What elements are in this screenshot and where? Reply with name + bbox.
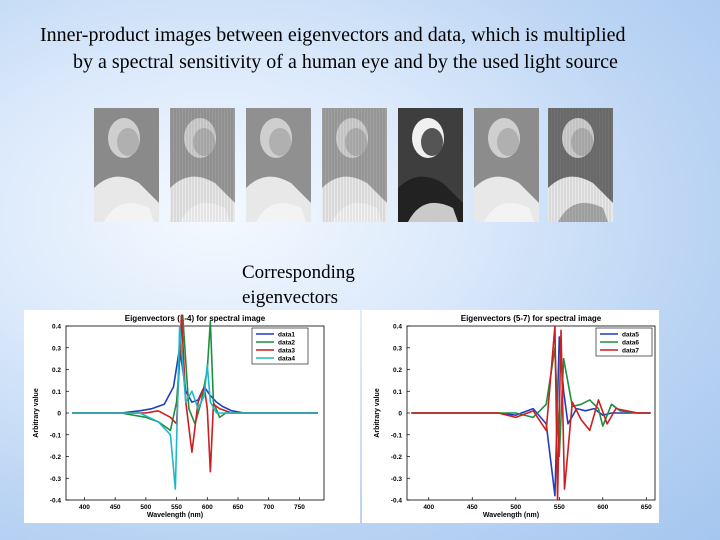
eigenvectors-1-4-chart: Eigenvectors (1-4) for spectral image -0.… xyxy=(24,310,360,523)
chart2-title: Eigenvectors (5-7) for spectral image xyxy=(461,314,602,323)
inner-product-image-4 xyxy=(322,108,387,222)
chart1-ytick-label: 0 xyxy=(57,411,61,418)
chart1-xtick-label: 600 xyxy=(202,504,213,511)
chart1-ytick-label: -0.2 xyxy=(50,454,62,461)
title-line-1: Inner-product images between eigenvector… xyxy=(40,24,626,46)
chart1-series-data3 xyxy=(72,314,318,473)
chart2-ylabel: Arbitrary value xyxy=(374,388,381,438)
inner-product-image-6 xyxy=(474,108,539,222)
chart2-xtick-label: 650 xyxy=(641,504,652,511)
chart1-xtick-label: 700 xyxy=(263,504,274,511)
chart2-ytick-label: 0.4 xyxy=(393,324,402,331)
chart1-xtick-label: 500 xyxy=(140,504,151,511)
chart2-xtick-label: 400 xyxy=(423,504,434,511)
eigenvector-caption: Corresponding eigenvectors xyxy=(242,260,355,310)
chart1-legend-label: data3 xyxy=(278,348,295,355)
chart2-series-data6 xyxy=(411,346,651,458)
chart2-ytick-label: 0.3 xyxy=(393,345,402,352)
chart2-legend-label: data5 xyxy=(622,332,639,339)
slide-title: Inner-product images between eigenvector… xyxy=(40,22,710,76)
chart1-series-data4 xyxy=(72,325,318,490)
caption-line-1: Corresponding xyxy=(242,262,355,283)
chart2-xlabel: Wavelength (nm) xyxy=(483,512,539,519)
chart1-ytick-label: 0.3 xyxy=(52,345,61,352)
chart2-ytick-label: -0.4 xyxy=(391,498,403,505)
chart2-ytick-label: -0.3 xyxy=(391,476,403,483)
chart1-ylabel: Arbitrary value xyxy=(33,388,40,438)
inner-product-image-7 xyxy=(548,108,613,222)
chart2-legend-label: data6 xyxy=(622,340,639,347)
chart2-ytick-label: -0.1 xyxy=(391,432,403,439)
chart2-xtick-label: 600 xyxy=(597,504,608,511)
chart1-xtick-label: 450 xyxy=(110,504,121,511)
eigenvectors-5-7-chart: Eigenvectors (5-7) for spectral image -0.… xyxy=(362,310,659,523)
chart2-xtick-label: 550 xyxy=(554,504,565,511)
chart1-title: Eigenvectors (1-4) for spectral image xyxy=(125,314,266,323)
chart1-legend-label: data4 xyxy=(278,356,295,363)
chart1-xlabel: Wavelength (nm) xyxy=(147,512,203,519)
chart2-series-data7 xyxy=(411,325,651,501)
chart1-xtick-label: 750 xyxy=(294,504,305,511)
chart1-legend-label: data2 xyxy=(278,340,295,347)
chart2-ytick-label: 0.2 xyxy=(393,367,402,374)
chart1-ytick-label: 0.4 xyxy=(52,324,61,331)
inner-product-image-1 xyxy=(94,108,159,222)
chart2-ytick-label: 0 xyxy=(398,411,402,418)
chart1-xtick-label: 650 xyxy=(233,504,244,511)
chart1-xtick-label: 550 xyxy=(171,504,182,511)
chart2-series-data5 xyxy=(411,336,651,497)
chart2-ytick-label: -0.2 xyxy=(391,454,403,461)
chart1-ytick-label: -0.4 xyxy=(50,498,62,505)
inner-product-image-2 xyxy=(170,108,235,222)
chart1-ytick-label: 0.1 xyxy=(52,389,61,396)
chart1-ytick-label: -0.1 xyxy=(50,432,62,439)
chart2-legend-label: data7 xyxy=(622,348,639,355)
chart1-xtick-label: 400 xyxy=(79,504,90,511)
chart1-ytick-label: -0.3 xyxy=(50,476,62,483)
inner-product-image-3 xyxy=(246,108,311,222)
chart1-ytick-label: 0.2 xyxy=(52,367,61,374)
chart2-xtick-label: 500 xyxy=(510,504,521,511)
chart1-legend-label: data1 xyxy=(278,332,295,339)
title-line-2: by a spectral sensitivity of a human eye… xyxy=(73,51,618,73)
chart2-ytick-label: 0.1 xyxy=(393,389,402,396)
caption-line-2: eigenvectors xyxy=(242,287,339,308)
inner-product-image-5 xyxy=(398,108,463,222)
chart2-xtick-label: 450 xyxy=(467,504,478,511)
